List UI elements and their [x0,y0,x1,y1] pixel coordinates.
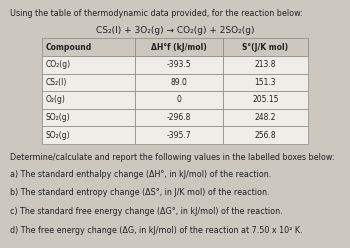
Text: CS₂(l) + 3O₂(g) → CO₂(g) + 2SO₂(g): CS₂(l) + 3O₂(g) → CO₂(g) + 2SO₂(g) [96,26,254,35]
Text: 151.3: 151.3 [255,78,276,87]
FancyBboxPatch shape [223,56,308,74]
Text: CS₂(l): CS₂(l) [46,78,67,87]
Text: O₂(g): O₂(g) [46,95,65,104]
FancyBboxPatch shape [135,109,223,126]
Text: Determine/calculate and report the following values in the labelled boxes below:: Determine/calculate and report the follo… [10,153,335,161]
FancyBboxPatch shape [135,126,223,144]
FancyBboxPatch shape [135,38,223,56]
Text: -296.8: -296.8 [167,113,191,122]
Text: d) The free energy change (ΔG, in kJ/mol) of the reaction at 7.50 x 10² K.: d) The free energy change (ΔG, in kJ/mol… [10,226,303,235]
FancyBboxPatch shape [42,56,135,74]
Text: 248.2: 248.2 [255,113,276,122]
Text: -393.5: -393.5 [167,60,191,69]
FancyBboxPatch shape [135,74,223,91]
Text: ΔH°f (kJ/mol): ΔH°f (kJ/mol) [151,43,207,52]
FancyBboxPatch shape [42,38,135,56]
FancyBboxPatch shape [223,91,308,109]
Text: b) The standard entropy change (ΔS°, in J/K mol) of the reaction.: b) The standard entropy change (ΔS°, in … [10,188,270,197]
Text: SO₂(g): SO₂(g) [46,113,70,122]
FancyBboxPatch shape [135,91,223,109]
Text: 0: 0 [176,95,181,104]
Text: c) The standard free energy change (ΔG°, in kJ/mol) of the reaction.: c) The standard free energy change (ΔG°,… [10,207,283,216]
Text: S°(J/K mol): S°(J/K mol) [243,43,288,52]
FancyBboxPatch shape [223,74,308,91]
FancyBboxPatch shape [223,109,308,126]
Text: 256.8: 256.8 [255,130,276,140]
FancyBboxPatch shape [223,38,308,56]
Text: Using the table of thermodynamic data provided, for the reaction below:: Using the table of thermodynamic data pr… [10,9,303,18]
Text: 205.15: 205.15 [252,95,279,104]
FancyBboxPatch shape [42,91,135,109]
FancyBboxPatch shape [223,126,308,144]
FancyBboxPatch shape [135,56,223,74]
Text: CO₂(g): CO₂(g) [46,60,71,69]
Text: 213.8: 213.8 [255,60,276,69]
Text: 89.0: 89.0 [170,78,188,87]
FancyBboxPatch shape [42,126,135,144]
Text: Compound: Compound [46,43,92,52]
FancyBboxPatch shape [42,109,135,126]
FancyBboxPatch shape [42,74,135,91]
Text: SO₂(g): SO₂(g) [46,130,70,140]
Text: a) The standard enthalpy change (ΔH°, in kJ/mol) of the reaction.: a) The standard enthalpy change (ΔH°, in… [10,170,272,179]
Text: -395.7: -395.7 [167,130,191,140]
